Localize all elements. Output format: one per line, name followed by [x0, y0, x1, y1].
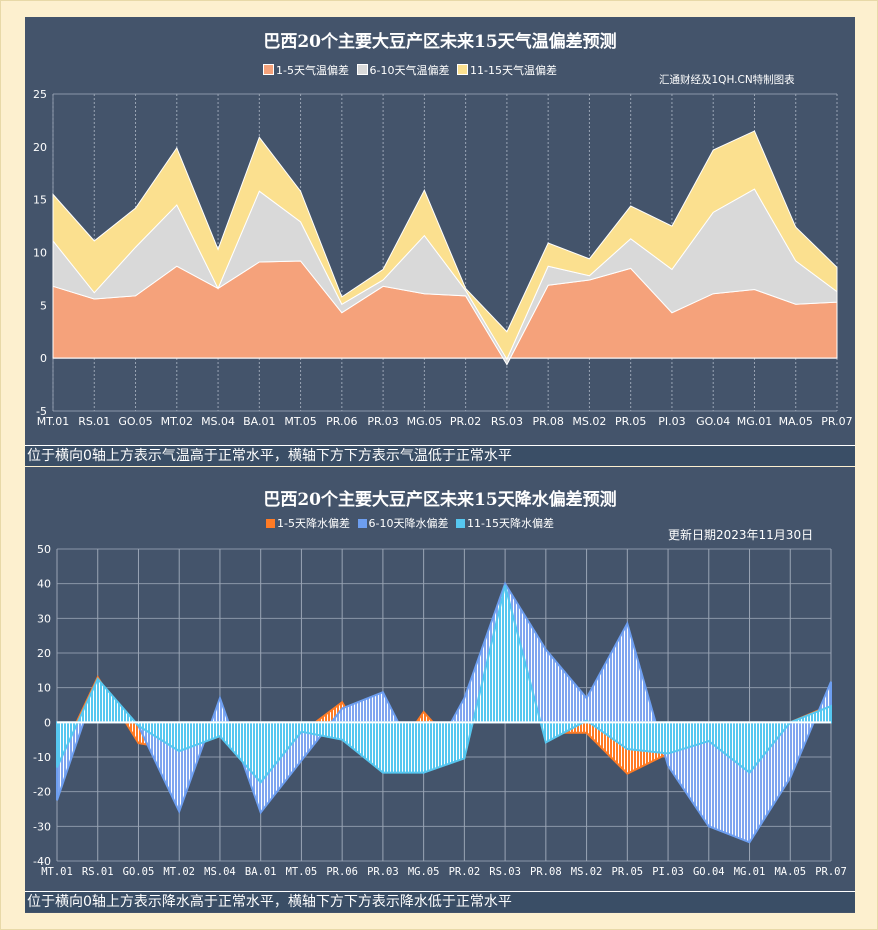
y-tick-label: -40: [33, 855, 51, 868]
legend-swatch-1-5: [266, 519, 276, 528]
x-tick-label: PR.05: [612, 866, 644, 878]
x-tick-label: MT.01: [37, 415, 69, 428]
y-tick-label: 25: [33, 88, 47, 101]
y-tick-label: 10: [33, 247, 47, 260]
x-tick-label: PR.07: [815, 866, 847, 878]
legend-label-11-15: 11-15天气温偏差: [469, 64, 557, 77]
x-tick-label: MG.01: [734, 866, 766, 878]
y-tick-label: 5: [40, 299, 47, 312]
legend-swatch-11-15: [455, 519, 465, 528]
y-tick-label: 20: [33, 141, 47, 154]
x-tick-label: PR.06: [326, 866, 358, 878]
temperature-caption: 位于横向0轴上方表示气温高于正常水平，横轴下方下方表示气温低于正常水平: [25, 445, 855, 466]
x-tick-label: MS.04: [204, 866, 236, 878]
temperature-chart: -5 0 5 10 15 20 25 MT.01 RS.01 GO.05 MT.02 MS.04 BA.…: [33, 88, 853, 428]
legend-label-6-10: 6-10天气温偏差: [369, 64, 450, 77]
x-tick-label: MA.05: [779, 415, 813, 428]
legend-swatch-6-10: [357, 519, 367, 528]
x-tick-label: RS.03: [491, 415, 523, 428]
x-tick-label: GO.05: [118, 415, 152, 428]
x-tick-label: MT.02: [163, 866, 195, 878]
precipitation-chart-title: 巴西20个主要大豆产区未来15天降水偏差预测: [263, 490, 617, 510]
source-note: 汇通财经及1QH.CN特制图表: [659, 74, 795, 86]
x-tick-label: RS.01: [82, 866, 114, 878]
legend-label-1-5: 1-5天气温偏差: [276, 64, 350, 77]
x-tick-label: GO.04: [693, 866, 725, 878]
x-tick-label: PR.02: [449, 866, 481, 878]
x-tick-label: MS.02: [571, 866, 603, 878]
y-tick-label: 0: [40, 352, 47, 365]
legend-label-1-5: 1-5天降水偏差: [277, 517, 351, 530]
x-tick-label: MT.01: [41, 866, 73, 878]
x-tick-label: BA.01: [245, 866, 277, 878]
legend-label-11-15: 11-15天降水偏差: [466, 517, 554, 530]
x-tick-label: PR.05: [615, 415, 646, 428]
x-tick-label: PR.08: [530, 866, 562, 878]
update-date: 更新日期2023年11月30日: [668, 528, 814, 542]
y-tick-label: 40: [37, 578, 51, 591]
precipitation-legend: 1-5天降水偏差 6-10天降水偏差 11-15天降水偏差: [0, 515, 823, 531]
x-tick-label: PR.06: [326, 415, 357, 428]
y-tick-label: 30: [37, 612, 51, 625]
area-series-2: [56, 581, 832, 844]
precipitation-chart: -40 -30 -20 -10 0 10 20 30 40 50 MT.01 RS.01 GO.05 MT…: [33, 543, 847, 878]
x-tick-label: MG.01: [737, 415, 773, 428]
x-tick-label: PR.02: [450, 415, 481, 428]
legend-swatch-11-15: [456, 64, 468, 75]
x-tick-label: RS.03: [489, 866, 521, 878]
y-tick-label: 0: [44, 716, 51, 729]
precipitation-chart-panel: -40 -30 -20 -10 0 10 20 30 40 50 MT.01 RS.01 GO.05 MT…: [25, 467, 855, 913]
x-tick-label: GO.05: [123, 866, 155, 878]
y-tick-label: -20: [33, 786, 51, 799]
x-tick-label: MA.05: [774, 866, 806, 878]
y-tick-label: -30: [33, 820, 51, 833]
y-tick-label: 15: [33, 194, 47, 207]
y-tick-label: 20: [37, 647, 51, 660]
y-tick-label: 50: [37, 543, 51, 556]
x-tick-label: MS.04: [201, 415, 235, 428]
x-tick-label: PI.03: [658, 415, 685, 428]
x-tick-label: PI.03: [652, 866, 684, 878]
x-tick-label: MT.02: [161, 415, 193, 428]
y-tick-label: -10: [33, 751, 51, 764]
x-tick-label: BA.01: [243, 415, 275, 428]
area-series-3: [52, 130, 838, 361]
temperature-chart-title: 巴西20个主要大豆产区未来15天气温偏差预测: [263, 32, 617, 52]
precipitation-caption: 位于横向0轴上方表示降水高于正常水平，横轴下方下方表示降水低于正常水平: [25, 891, 855, 912]
legend-swatch-1-5: [263, 64, 275, 75]
x-tick-label: MT.05: [284, 415, 316, 428]
x-tick-label: MG.05: [408, 866, 440, 878]
x-tick-label: PR.07: [821, 415, 852, 428]
temperature-legend: 1-5天气温偏差 6-10天气温偏差 11-15天气温偏差: [0, 62, 823, 78]
x-tick-label: RS.01: [78, 415, 110, 428]
x-tick-label: PR.03: [367, 415, 398, 428]
temperature-chart-panel: -5 0 5 10 15 20 25 MT.01 RS.01 GO.05 MT.02 MS.04 BA.…: [25, 17, 855, 466]
y-tick-label: -5: [36, 405, 47, 418]
legend-label-6-10: 6-10天降水偏差: [368, 517, 449, 530]
y-tick-label: 10: [37, 682, 51, 695]
x-tick-label: PR.03: [367, 866, 399, 878]
x-tick-label: MG.05: [407, 415, 443, 428]
legend-swatch-6-10: [356, 64, 368, 75]
x-tick-label: PR.08: [532, 415, 563, 428]
x-tick-label: GO.04: [696, 415, 730, 428]
x-tick-label: MT.05: [286, 866, 318, 878]
x-tick-label: MS.02: [572, 415, 606, 428]
